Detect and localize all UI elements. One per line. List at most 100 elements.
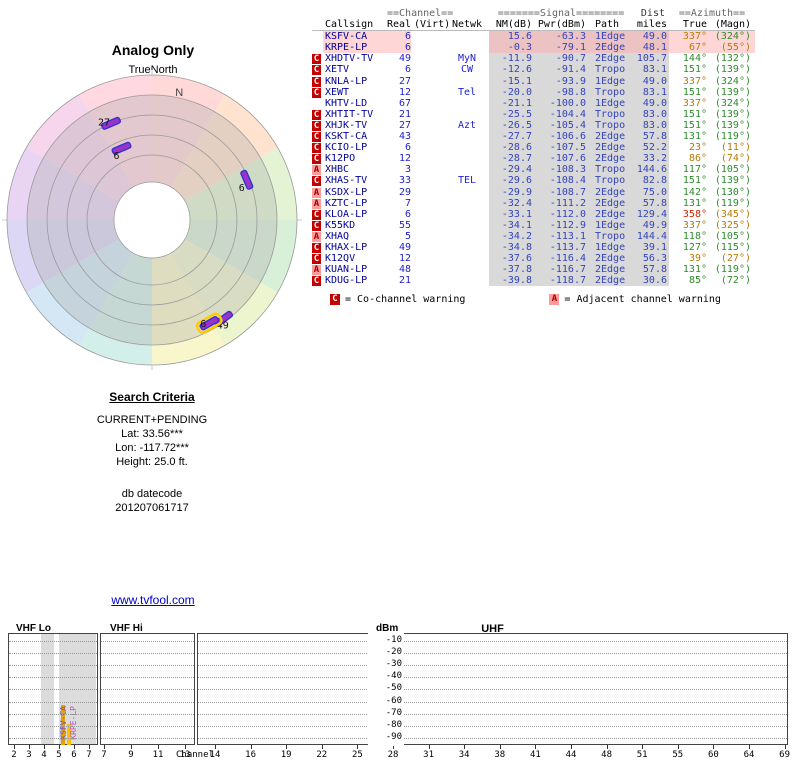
channel-number: 7	[101, 750, 107, 760]
station-marker	[101, 116, 121, 130]
axis-tick	[642, 745, 644, 749]
cell-warn: C	[312, 53, 323, 65]
axis-tick	[29, 745, 30, 749]
cell-true: 337°	[682, 97, 707, 109]
table-row: C K12PO 12 -28.7 -107.6 2Edge 33.2 86° (74°)	[312, 153, 755, 165]
cell-miles: 52.2	[633, 142, 669, 154]
station-marker-label: 6	[114, 151, 120, 162]
table-row: C KLOA-LP 6 -33.1 -112.0 2Edge 129.4 358° (345°)	[312, 208, 755, 220]
gridline	[101, 713, 194, 715]
cell-warn: C	[312, 253, 323, 265]
cell-pwr: -107.6	[537, 153, 591, 165]
cell-true: 358°	[682, 208, 707, 220]
axis-tick	[74, 745, 75, 749]
tvfool-link[interactable]: www.tvfool.com	[111, 593, 195, 607]
cell-pwr: -93.9	[537, 75, 591, 87]
dbm-tick-label: -90	[385, 731, 402, 742]
table-row: KRPE-LP 6 -0.3 -79.1 2Edge 48.1 67° (55°)	[312, 42, 755, 54]
radar-title: Analog Only	[111, 42, 195, 58]
radar-chart: N 27 6 6 49 6	[2, 70, 302, 370]
cell-netwk: CW	[460, 64, 474, 76]
gridline	[9, 713, 97, 715]
channel-number: 2	[11, 750, 17, 760]
band-label-vhf-hi: VHF Hi	[110, 623, 143, 634]
cell-magn: (105°)	[714, 230, 751, 242]
cell-true: 337°	[682, 75, 707, 87]
channel-axis-label: Channel	[176, 750, 214, 760]
cell-miles: 30.6	[633, 275, 669, 287]
cell-callsign: XHAS-TV	[325, 175, 368, 187]
cell-magn: (115°)	[714, 241, 751, 253]
cell-pwr: -107.5	[537, 142, 591, 154]
station-spectrum-label: KSFV-CA	[59, 706, 68, 740]
cell-miles: 57.8	[633, 264, 669, 276]
cell-real: 12	[398, 253, 411, 265]
cell-true: 151°	[682, 64, 707, 76]
station-marker-label: 49	[217, 321, 229, 332]
cell-magn: (139°)	[714, 119, 751, 131]
cell-nm: -27.7	[489, 131, 537, 143]
search-mode: CURRENT+PENDING	[96, 414, 208, 426]
cell-netwk: Azt	[457, 119, 477, 131]
cell-miles: 83.1	[633, 64, 669, 76]
col-real: Real	[387, 19, 412, 31]
co-channel-warning-badge: C	[312, 76, 321, 87]
table-row: C XEWT 12 Tel -20.0 -98.8 Tropo 83.1 151° (139°)	[312, 86, 755, 98]
station-marker-label: 6	[239, 183, 245, 194]
cell-nm: -28.7	[489, 153, 537, 165]
cell-nm: -15.1	[489, 75, 537, 87]
cell-nm: -12.6	[489, 64, 537, 76]
cell-magn: (132°)	[714, 53, 751, 65]
cell-true: 337°	[669, 31, 707, 43]
cell-callsign: KLOA-LP	[325, 208, 368, 220]
dbm-tick-label: -50	[385, 683, 402, 694]
channel-number: 38	[494, 750, 506, 760]
cell-magn: (324°)	[707, 31, 755, 43]
band-label-vhf-lo: VHF Lo	[16, 623, 51, 634]
cell-true: 337°	[682, 219, 707, 231]
cell-nm: -20.0	[489, 86, 537, 98]
search-criteria: Search Criteria CURRENT+PENDING Lat: 33.…	[42, 390, 262, 515]
cell-warn: A	[312, 231, 323, 242]
cell-warn: C	[312, 109, 323, 120]
radar-sector	[26, 220, 152, 346]
cell-path: 2Edge	[591, 131, 633, 143]
spectrum-chart: VHF Lo VHF Hi dBm UHF KSFV-CA KRPE-LP -1…	[0, 622, 800, 768]
cell-true: 39°	[688, 253, 707, 265]
warning-legend: C = Co-channel warning A = Adjacent chan…	[330, 294, 721, 305]
cell-nm: -11.9	[489, 53, 537, 65]
axis-tick	[428, 745, 430, 749]
gridline	[101, 677, 194, 679]
cell-true: 85°	[688, 275, 707, 287]
cell-nm: -29.6	[489, 175, 537, 187]
radar-sector	[152, 74, 225, 220]
co-channel-warning-badge: C	[312, 209, 321, 220]
gridline	[9, 689, 97, 691]
cell-warn: C	[312, 275, 323, 287]
group-header-dist: Dist	[640, 8, 665, 19]
gridline	[9, 725, 97, 727]
cell-path: 1Edge	[591, 241, 633, 254]
axis-tick	[131, 745, 132, 749]
cell-real: 27	[398, 119, 411, 131]
adjacent-channel-warning-badge: A	[312, 187, 321, 198]
cell-miles: 75.0	[633, 186, 669, 198]
cell-nm: -34.2	[489, 230, 537, 242]
cell-real: 6	[387, 42, 411, 54]
cell-miles: 49.0	[633, 97, 669, 109]
channel-number: 22	[316, 750, 328, 760]
station-marker	[199, 315, 219, 331]
cell-path: 2Edge	[591, 253, 633, 265]
cell-pwr: -63.3	[537, 31, 591, 43]
cell-path: Tropo	[591, 64, 633, 76]
col-pwr: Pwr(dBm)	[537, 19, 586, 31]
cell-true: 144°	[682, 53, 707, 65]
cell-path: 2Edge	[591, 275, 633, 287]
col-miles: miles	[636, 19, 667, 31]
adjacent-channel-warning-badge: A	[312, 198, 321, 209]
gridline	[198, 641, 787, 642]
cell-path: 2Edge	[591, 53, 633, 65]
channel-axis: Channel 2 3 4 5 6 7 7 9 11 13 14 16 19 22 25 28 31 34 38 41…	[0, 745, 800, 767]
table-row: C KSKT-CA 43 -27.7 -106.6 2Edge 57.8 131° (119°)	[312, 131, 755, 143]
cell-pwr: -105.4	[537, 119, 591, 132]
